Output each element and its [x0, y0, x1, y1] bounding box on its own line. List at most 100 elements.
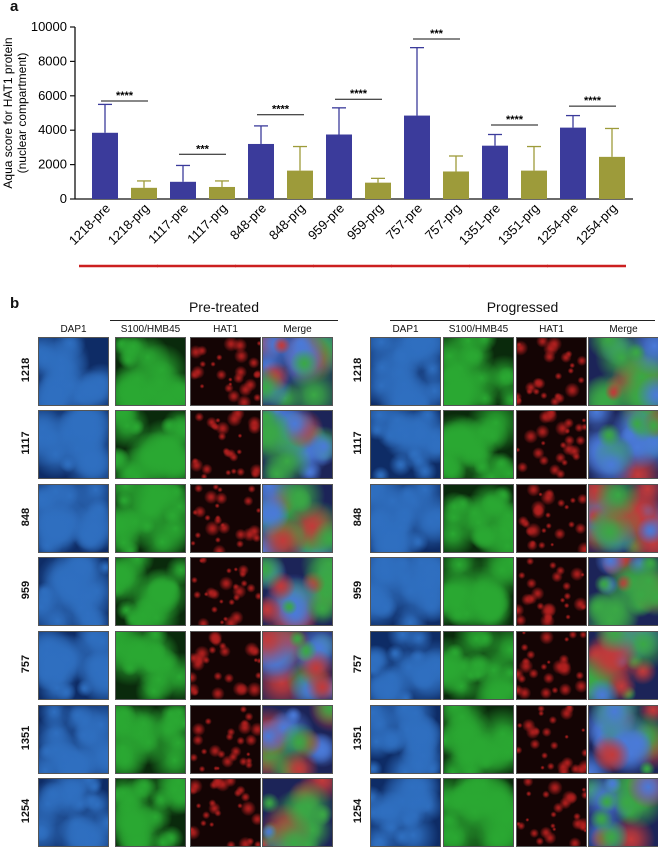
x-tick-label: 1218-prg	[105, 201, 152, 248]
micrograph-pretreated-1117-1	[115, 410, 186, 479]
x-tick-label: 757-pre	[383, 201, 425, 243]
x-tick-label: 1351-prg	[495, 201, 542, 248]
bar-1254-pre	[560, 127, 586, 199]
significance-label: ****	[272, 104, 290, 116]
bar-757-prg	[443, 171, 469, 199]
micrograph-progressed-1117-0	[370, 410, 441, 479]
row-label-progressed-1254: 1254	[352, 798, 364, 824]
significance-label: ****	[584, 95, 602, 107]
micrograph-pretreated-757-0	[38, 631, 109, 700]
micrograph-pretreated-1218-3	[262, 337, 333, 406]
micrograph-pretreated-1117-0	[38, 410, 109, 479]
bar-848-pre	[248, 143, 274, 199]
y-tick-label: 8000	[38, 53, 67, 68]
bar-959-prg	[365, 182, 391, 199]
micrograph-progressed-757-2	[516, 631, 587, 700]
micrograph-progressed-848-2	[516, 484, 587, 553]
bar-1351-prg	[521, 170, 547, 199]
micrograph-progressed-757-1	[443, 631, 514, 700]
micrograph-pretreated-757-2	[190, 631, 261, 700]
micrograph-pretreated-1254-1	[115, 778, 186, 847]
row-label-pretreated-1117: 1117	[20, 431, 32, 455]
micrograph-progressed-1218-1	[443, 337, 514, 406]
micrograph-pretreated-757-3	[262, 631, 333, 700]
column-header-progressed-0: DAP1	[392, 324, 419, 335]
micrograph-pretreated-848-0	[38, 484, 109, 553]
micrograph-progressed-1351-0	[370, 705, 441, 774]
bar-848-prg	[287, 170, 313, 199]
bar-1218-prg	[131, 187, 157, 199]
micrograph-pretreated-1351-0	[38, 705, 109, 774]
significance-label: ****	[116, 90, 134, 102]
micrograph-pretreated-1351-1	[115, 705, 186, 774]
x-tick-label: 1254-pre	[534, 201, 581, 248]
row-label-progressed-1351: 1351	[352, 725, 364, 751]
x-tick-label: 959-prg	[344, 201, 386, 243]
x-tick-label: 848-pre	[227, 201, 269, 243]
column-header-pretreated-2: HAT1	[213, 324, 238, 335]
micrograph-pretreated-1117-3	[262, 410, 333, 479]
micrograph-progressed-1254-0	[370, 778, 441, 847]
micrograph-pretreated-1218-1	[115, 337, 186, 406]
row-label-pretreated-848: 848	[20, 507, 32, 527]
micrograph-pretreated-959-1	[115, 557, 186, 626]
micrograph-progressed-959-3	[588, 557, 658, 626]
micrograph-pretreated-848-1	[115, 484, 186, 553]
x-tick-label: 1254-prg	[573, 201, 620, 248]
micrograph-progressed-1254-3	[588, 778, 658, 847]
column-header-pretreated-3: Merge	[283, 324, 312, 335]
row-label-pretreated-1218: 1218	[20, 357, 32, 383]
row-label-progressed-757: 757	[352, 654, 364, 674]
micrograph-pretreated-959-2	[190, 557, 261, 626]
y-axis-label: Aqua score for HAT1 protein	[1, 37, 15, 188]
micrograph-pretreated-848-2	[190, 484, 261, 553]
row-label-progressed-1218: 1218	[352, 357, 364, 383]
micrograph-pretreated-1351-2	[190, 705, 261, 774]
micrograph-progressed-1218-0	[370, 337, 441, 406]
panel-a-label: a	[10, 0, 19, 15]
x-tick-label: 1218-pre	[66, 201, 113, 248]
y-tick-label: 10000	[31, 19, 67, 34]
pretreated-title: Pre-treated	[188, 299, 260, 315]
micrograph-progressed-848-3	[588, 484, 658, 553]
row-label-progressed-848: 848	[352, 507, 364, 527]
y-tick-label: 2000	[38, 157, 67, 172]
row-label-progressed-959: 959	[352, 580, 364, 600]
y-tick-label: 0	[60, 191, 67, 206]
micrograph-progressed-1218-3	[588, 337, 658, 406]
significance-label: ***	[430, 28, 444, 40]
micrograph-pretreated-1117-2	[190, 410, 261, 479]
bar-1254-prg	[599, 156, 625, 199]
bar-1351-pre	[482, 145, 508, 199]
micrograph-progressed-848-0	[370, 484, 441, 553]
micrograph-pretreated-848-3	[262, 484, 333, 553]
micrograph-pretreated-1218-2	[190, 337, 261, 406]
column-header-progressed-3: Merge	[609, 324, 638, 335]
micrograph-pretreated-959-3	[262, 557, 333, 626]
significance-label: ***	[196, 143, 210, 155]
row-label-pretreated-1254: 1254	[20, 798, 32, 824]
micrograph-pretreated-1254-0	[38, 778, 109, 847]
y-tick-label: 4000	[38, 122, 67, 137]
bar-757-pre	[404, 115, 430, 199]
bar-1117-prg	[209, 186, 235, 199]
bar-959-pre	[326, 134, 352, 199]
micrograph-progressed-1117-2	[516, 410, 587, 479]
x-tick-label: 1117-prg	[184, 201, 230, 247]
micrograph-pretreated-1351-3	[262, 705, 333, 774]
micrograph-progressed-757-0	[370, 631, 441, 700]
micrograph-progressed-1218-2	[516, 337, 587, 406]
progressed-underline	[390, 320, 655, 321]
micrograph-progressed-1351-2	[516, 705, 587, 774]
micrograph-progressed-1254-2	[516, 778, 587, 847]
pretreated-underline	[110, 320, 338, 321]
x-tick-label: 1351-pre	[456, 201, 503, 248]
bar-1218-pre	[92, 132, 118, 199]
row-label-pretreated-1351: 1351	[20, 725, 32, 751]
x-tick-label: 848-prg	[266, 201, 308, 243]
micrograph-progressed-959-2	[516, 557, 587, 626]
significance-label: ****	[350, 88, 368, 100]
row-label-pretreated-757: 757	[20, 654, 32, 674]
column-header-progressed-1: S100/HMB45	[448, 324, 509, 335]
micrograph-progressed-1351-3	[588, 705, 658, 774]
